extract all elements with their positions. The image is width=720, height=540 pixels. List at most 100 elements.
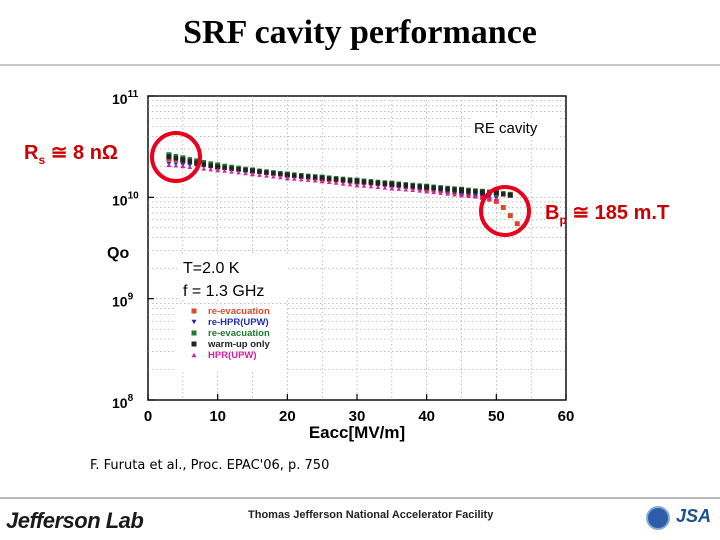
data-point bbox=[347, 178, 353, 183]
jsa-logo: JSA bbox=[676, 506, 712, 526]
data-point bbox=[431, 190, 436, 195]
data-point bbox=[347, 182, 353, 187]
rs-subscript: s bbox=[38, 153, 46, 167]
x-tick-label: 50 bbox=[488, 408, 505, 425]
data-point bbox=[284, 175, 290, 181]
data-point bbox=[271, 174, 276, 179]
series-3 bbox=[166, 154, 513, 198]
legend-entry-label: warm-up only bbox=[207, 339, 270, 350]
data-point bbox=[361, 179, 367, 184]
data-point bbox=[361, 183, 367, 188]
data-point bbox=[187, 164, 193, 169]
data-point bbox=[445, 186, 450, 192]
data-point bbox=[257, 169, 262, 175]
data-point bbox=[191, 308, 197, 314]
legend-entry-label: re-evacuation bbox=[208, 306, 270, 317]
legend-box bbox=[176, 304, 286, 370]
legend-entry-label: HPR(UPW) bbox=[208, 350, 257, 361]
data-point bbox=[229, 169, 234, 174]
data-point bbox=[500, 204, 506, 210]
plot-label: RE cavity bbox=[474, 120, 538, 137]
x-axis-label: Eacc[MV/m] bbox=[309, 423, 405, 442]
title-divider bbox=[0, 64, 720, 66]
data-point bbox=[382, 181, 388, 186]
data-point bbox=[215, 167, 221, 173]
data-point bbox=[431, 185, 436, 191]
footer-lab-name: Thomas Jefferson National Accelerator Fa… bbox=[248, 509, 494, 521]
data-point bbox=[208, 167, 213, 172]
data-point bbox=[284, 172, 290, 178]
data-point bbox=[222, 168, 227, 173]
data-point bbox=[191, 319, 197, 325]
data-point bbox=[236, 167, 241, 172]
data-point bbox=[410, 188, 415, 193]
y-tick-exponent: 10 bbox=[128, 190, 140, 201]
data-point bbox=[507, 192, 513, 198]
data-point bbox=[493, 190, 499, 196]
data-point bbox=[319, 178, 325, 184]
data-point bbox=[250, 171, 255, 177]
doe-seal-icon bbox=[646, 506, 670, 530]
data-point bbox=[292, 173, 297, 178]
rs-value: ≅ 8 nΩ bbox=[45, 142, 118, 164]
data-point bbox=[403, 183, 409, 188]
data-point bbox=[389, 181, 395, 187]
data-point bbox=[368, 184, 374, 189]
y-tick-exponent: 11 bbox=[128, 89, 139, 100]
data-point bbox=[466, 188, 471, 194]
y-tick-label: 1010 bbox=[112, 190, 139, 208]
data-point bbox=[191, 352, 197, 358]
plot-label-box bbox=[470, 117, 560, 137]
legend: re-evacuationre-HPR(UPW)re-evacuationwar… bbox=[191, 306, 270, 361]
data-point bbox=[459, 193, 464, 198]
data-point bbox=[278, 175, 283, 180]
data-point bbox=[305, 174, 311, 180]
x-tick-label: 20 bbox=[279, 408, 296, 425]
data-point bbox=[424, 184, 430, 190]
bp-annotation: Bp ≅ 185 m.T bbox=[545, 200, 669, 227]
rs-annotation: Rs ≅ 8 nΩ bbox=[24, 140, 118, 167]
data-point bbox=[166, 154, 172, 160]
data-point bbox=[187, 159, 193, 164]
data-point bbox=[333, 180, 339, 185]
data-point bbox=[473, 189, 478, 194]
rs-symbol: R bbox=[24, 142, 39, 164]
bp-symbol: B bbox=[545, 202, 560, 224]
data-point bbox=[208, 163, 213, 168]
data-point bbox=[278, 171, 283, 177]
y-tick-label: 109 bbox=[112, 292, 134, 310]
conditions-box bbox=[178, 254, 288, 300]
x-tick-label: 40 bbox=[418, 408, 435, 425]
data-point bbox=[382, 185, 388, 190]
data-point bbox=[243, 167, 248, 173]
y-axis-label: Qo bbox=[107, 245, 129, 262]
data-point bbox=[201, 161, 206, 167]
data-point bbox=[236, 170, 241, 175]
data-point bbox=[191, 341, 197, 347]
x-tick-label: 60 bbox=[558, 408, 575, 425]
data-point bbox=[354, 182, 360, 188]
data-point bbox=[396, 182, 402, 188]
data-point bbox=[173, 163, 179, 168]
data-point bbox=[375, 180, 381, 186]
grid-layer bbox=[148, 96, 566, 400]
data-point bbox=[368, 180, 374, 185]
data-point bbox=[354, 178, 360, 184]
data-point bbox=[201, 166, 206, 171]
data-point bbox=[438, 186, 443, 191]
jefferson-lab-logo: Jefferson Lab bbox=[6, 508, 144, 533]
data-point bbox=[389, 185, 395, 191]
data-point bbox=[501, 192, 506, 197]
data-point bbox=[333, 177, 339, 182]
rs-highlight-circle bbox=[150, 131, 202, 183]
data-point bbox=[191, 330, 197, 336]
data-point bbox=[264, 170, 269, 175]
data-point bbox=[319, 175, 325, 181]
data-point bbox=[487, 196, 492, 201]
data-point bbox=[180, 163, 186, 169]
data-point bbox=[299, 174, 304, 179]
y-tick-exponent: 8 bbox=[128, 393, 134, 404]
data-point bbox=[292, 176, 297, 181]
legend-entry-label: re-evacuation bbox=[208, 328, 270, 339]
data-point bbox=[326, 176, 332, 181]
